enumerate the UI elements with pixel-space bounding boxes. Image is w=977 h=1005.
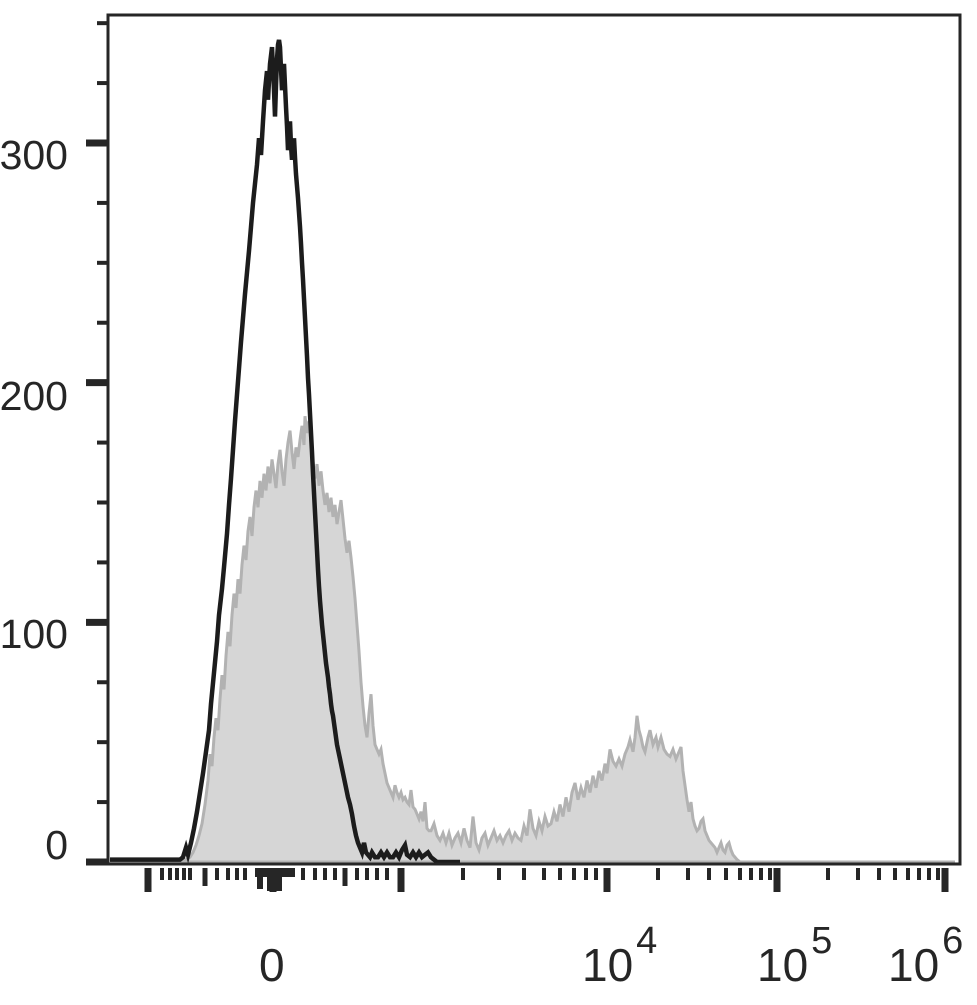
y-axis-label-200: 200 — [0, 373, 68, 419]
series-stained-sample-filled-gray — [110, 416, 955, 864]
axis-labels-layer: 0 100 200 300 0 104 105 106 — [0, 132, 963, 991]
plot-frame-layer — [106, 13, 962, 866]
axis-ticks-layer — [86, 21, 949, 892]
plot-frame — [106, 13, 962, 866]
x-axis-label-105: 105 — [757, 920, 832, 991]
y-axis-label-300: 300 — [0, 132, 68, 178]
x-axis-label-104: 104 — [582, 920, 657, 991]
x-axis-label-106: 106 — [888, 920, 963, 991]
y-axis-label-0: 0 — [45, 822, 68, 868]
x-zero-tick-cluster — [257, 868, 263, 889]
x-axis-label-0: 0 — [259, 939, 285, 991]
series-unstained-control-black-outline — [110, 39, 460, 865]
series-layer — [110, 39, 955, 865]
x-zero-tick-cluster — [267, 868, 282, 891]
y-axis-label-100: 100 — [0, 611, 68, 657]
